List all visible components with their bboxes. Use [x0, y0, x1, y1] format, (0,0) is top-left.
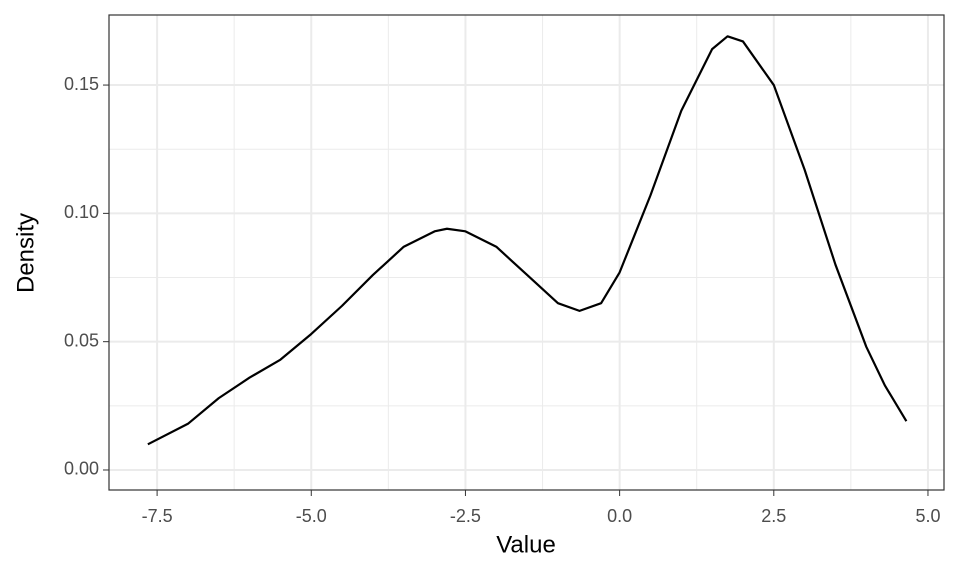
y-tick-label: 0.15 — [64, 74, 99, 94]
y-tick-label: 0.00 — [64, 459, 99, 479]
x-tick-label: 0.0 — [607, 506, 632, 526]
y-tick-label: 0.10 — [64, 202, 99, 222]
density-line — [147, 35, 908, 446]
x-tick-label: -5.0 — [296, 506, 327, 526]
x-tick-label: -7.5 — [142, 506, 173, 526]
x-tick-label: 5.0 — [915, 506, 940, 526]
x-axis-title: Value — [496, 531, 556, 558]
y-axis-title: Density — [12, 213, 39, 293]
panel-border — [108, 14, 945, 491]
x-tick-label: 2.5 — [761, 506, 786, 526]
x-tick-label: -2.5 — [450, 506, 481, 526]
y-tick-label: 0.05 — [64, 330, 99, 350]
